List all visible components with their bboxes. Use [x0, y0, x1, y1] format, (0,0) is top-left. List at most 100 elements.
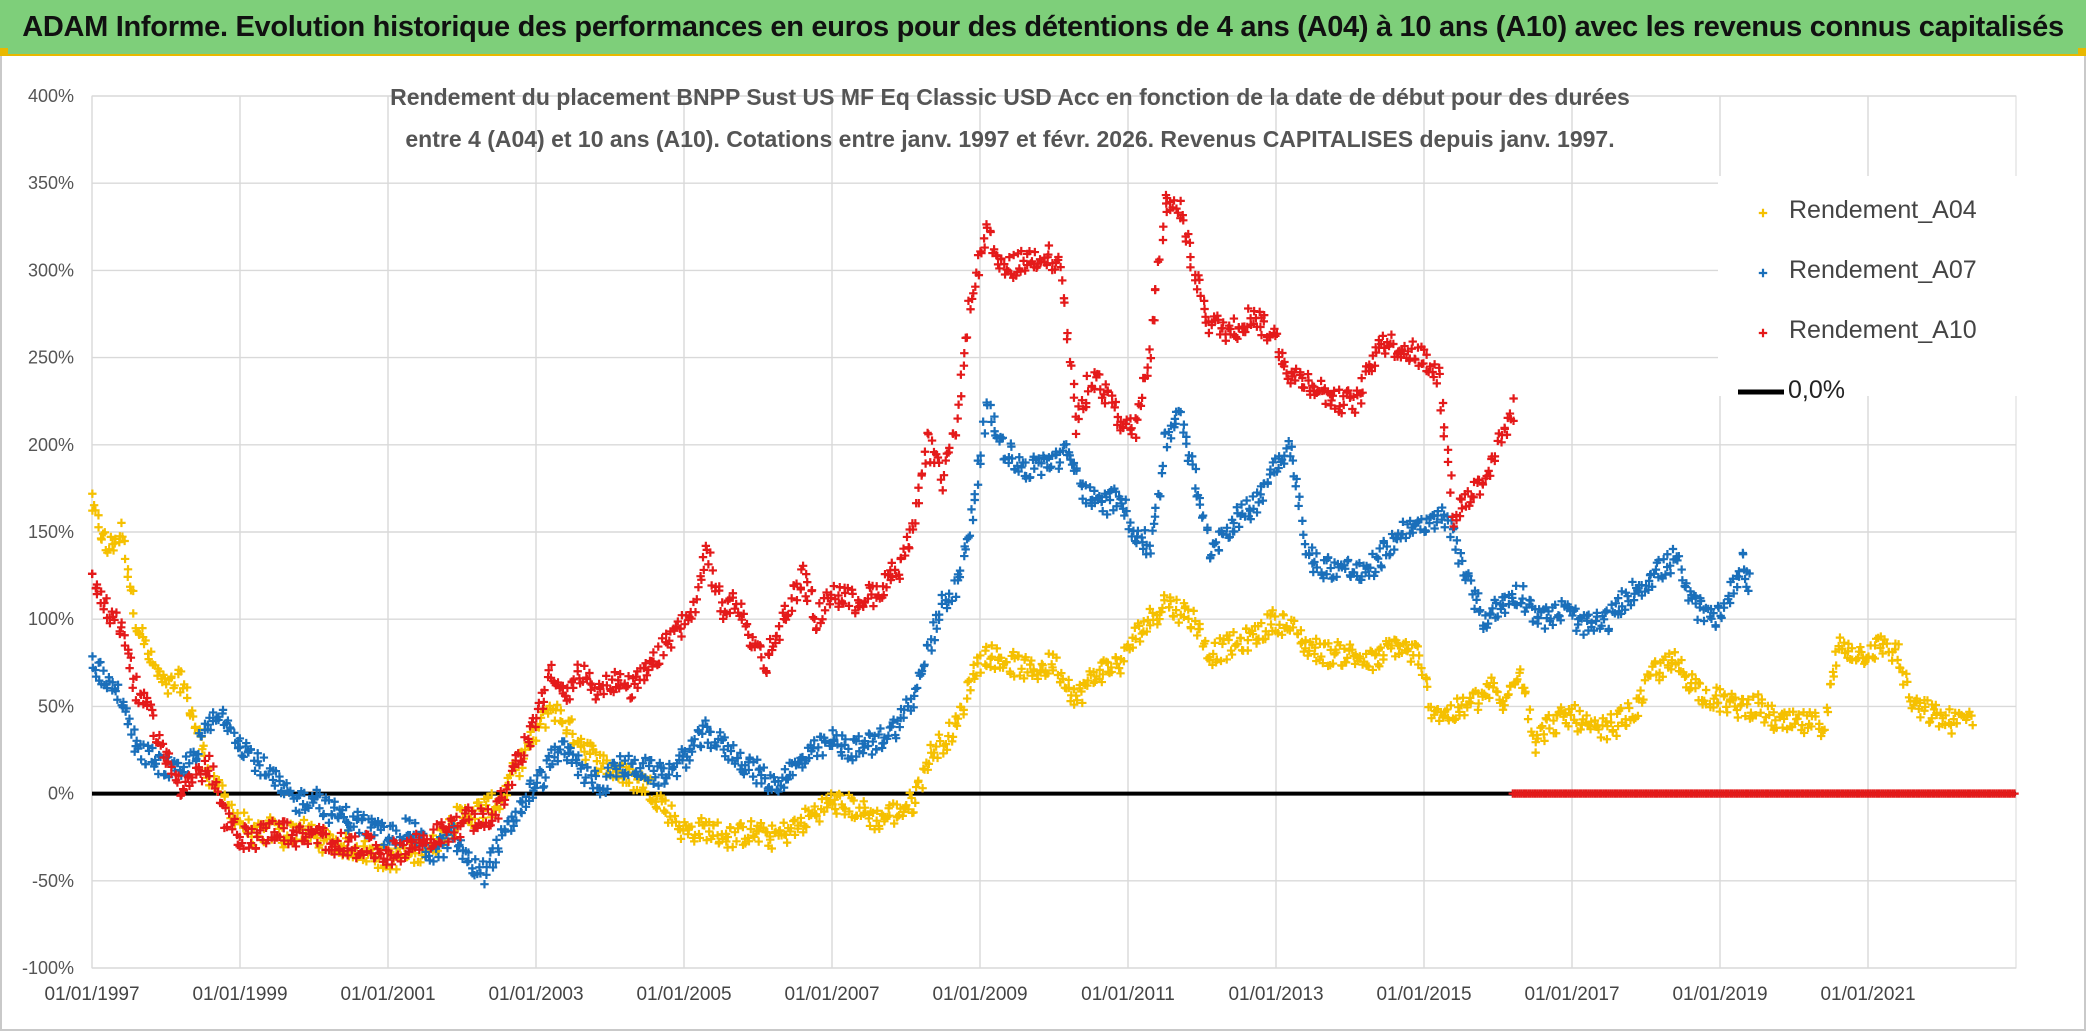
data-point	[580, 778, 589, 788]
data-point	[765, 832, 775, 841]
data-point	[790, 815, 799, 825]
data-point	[99, 666, 108, 675]
data-point	[1907, 703, 1916, 713]
data-point	[1498, 601, 1508, 611]
data-point	[998, 663, 1008, 672]
data-point	[159, 753, 168, 762]
chart-title-line-1: Rendement du placement BNPP Sust US MF E…	[390, 84, 1630, 110]
data-point	[1626, 600, 1636, 610]
data-point	[1466, 498, 1475, 507]
data-point	[1587, 618, 1596, 627]
data-point	[1107, 667, 1116, 677]
data-point	[1428, 367, 1437, 377]
data-point	[1816, 731, 1826, 741]
data-point	[96, 587, 106, 596]
data-point	[654, 642, 663, 651]
data-point	[108, 678, 117, 687]
data-point	[99, 605, 108, 614]
data-point	[706, 727, 715, 737]
data-point	[708, 566, 717, 575]
data-point	[264, 770, 273, 779]
data-point	[1767, 701, 1777, 710]
data-point	[567, 715, 576, 724]
data-point	[94, 523, 103, 532]
data-point	[1709, 608, 1718, 618]
data-point	[388, 821, 397, 830]
data-point	[1604, 624, 1613, 634]
data-point	[627, 693, 637, 702]
data-point	[649, 766, 658, 776]
data-point	[517, 808, 526, 818]
data-point	[1151, 503, 1160, 513]
data-point	[1847, 644, 1857, 653]
data-point	[1744, 695, 1753, 704]
data-point	[1046, 462, 1056, 471]
data-point	[562, 756, 572, 765]
data-point	[1310, 557, 1319, 567]
data-point	[1584, 610, 1593, 619]
data-point	[502, 785, 511, 794]
data-point	[1020, 266, 1030, 275]
data-point	[801, 592, 810, 601]
data-point	[223, 716, 233, 725]
data-point	[161, 680, 171, 689]
data-point	[775, 635, 784, 644]
data-point	[1160, 429, 1169, 438]
data-point	[531, 736, 541, 745]
data-point	[1301, 636, 1310, 645]
data-point	[1053, 255, 1063, 265]
data-point	[1765, 710, 1774, 720]
data-point	[951, 592, 961, 602]
data-point	[599, 689, 608, 699]
data-point	[1185, 238, 1195, 248]
data-point	[200, 756, 210, 766]
data-point	[1328, 659, 1338, 668]
data-point	[1582, 711, 1591, 720]
data-point	[911, 684, 920, 694]
data-point	[1179, 428, 1188, 437]
data-point	[753, 755, 762, 764]
data-point	[1186, 252, 1195, 262]
legend-label-a07: Rendement_A07	[1789, 256, 1977, 284]
data-point	[1145, 541, 1154, 550]
data-point	[290, 837, 299, 846]
data-point	[526, 776, 535, 785]
data-point	[955, 566, 965, 575]
data-point	[178, 784, 188, 794]
data-point	[565, 695, 574, 704]
data-point	[1439, 423, 1449, 432]
data-point	[422, 838, 431, 848]
data-point	[907, 793, 916, 803]
data-point	[1511, 581, 1521, 591]
data-point	[580, 661, 589, 671]
data-point	[213, 787, 223, 797]
data-point	[1257, 618, 1266, 628]
data-point	[864, 814, 874, 823]
data-point	[1649, 569, 1659, 579]
data-point	[1903, 677, 1912, 687]
data-point	[1256, 490, 1265, 499]
data-point	[883, 571, 893, 580]
data-point	[568, 729, 577, 739]
data-point	[148, 660, 158, 669]
data-point	[1483, 619, 1493, 628]
data-point	[882, 734, 892, 743]
series-rendement-a07	[88, 398, 1754, 889]
data-point	[1172, 204, 1181, 213]
data-point	[953, 414, 962, 423]
data-point	[1715, 685, 1725, 694]
data-point	[1174, 618, 1183, 627]
data-point	[1242, 496, 1251, 505]
data-point	[1531, 748, 1540, 757]
data-point	[1096, 385, 1105, 394]
data-point	[654, 659, 664, 668]
data-point	[246, 838, 256, 848]
data-point	[1164, 602, 1174, 612]
data-point	[1430, 360, 1439, 369]
data-point	[1601, 608, 1610, 617]
data-point	[1189, 606, 1198, 616]
data-point	[712, 742, 721, 751]
return-scatter-chart: 400% 350% 300% 250% 200% 150% 100% 50% 0% -50% -10…	[22, 84, 2019, 1005]
data-point	[781, 830, 791, 840]
data-point	[1385, 549, 1395, 559]
